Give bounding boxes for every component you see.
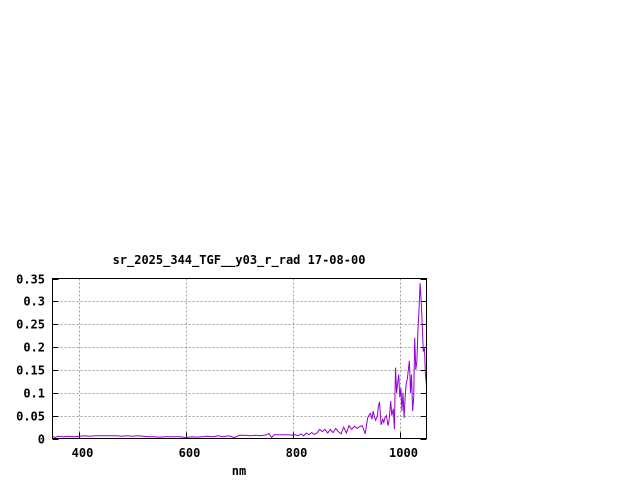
series-line [52, 283, 427, 439]
x-tick-label: 1000 [389, 446, 418, 460]
x-axis-label: nm [232, 464, 246, 478]
x-tick-label: 800 [286, 446, 308, 460]
x-axis: 400 600 800 1000 [72, 432, 418, 460]
y-tick-label: 0.05 [16, 410, 45, 424]
y-tick-label: 0.25 [16, 318, 45, 332]
y-tick-label: 0.3 [23, 295, 45, 309]
chart-title: sr_2025_344_TGF__y03_r_rad 17-08-00 [113, 253, 366, 268]
grid [52, 278, 427, 439]
y-tick-label: 0.2 [23, 341, 45, 355]
y-tick-label: 0.1 [23, 387, 45, 401]
y-axis: 0 0.05 0.1 0.15 0.2 0.25 0.3 0.35 [16, 273, 427, 447]
x-tick-label: 600 [179, 446, 201, 460]
y-tick-label: 0.35 [16, 273, 45, 287]
y-tick-label: 0 [38, 433, 45, 447]
plot-frame [52, 278, 427, 439]
x-tick-label: 400 [72, 446, 94, 460]
y-tick-label: 0.15 [16, 364, 45, 378]
